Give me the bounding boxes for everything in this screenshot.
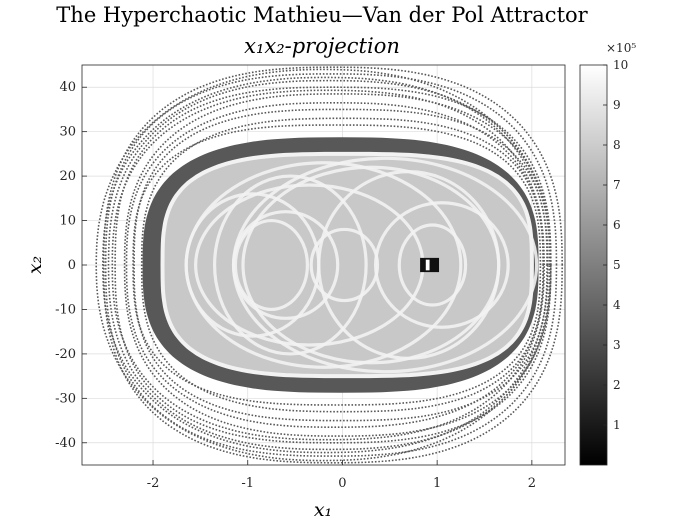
core-loop [194,183,425,347]
colorbar-tick-label: 8 [613,138,621,152]
colorbar-exponent: ×10⁵ [606,41,636,55]
colorbar-tick-label: 6 [613,218,621,232]
x-tick-label: 0 [338,476,346,491]
core-loop [212,174,368,356]
x-tick-label: -1 [241,476,254,491]
attractor-trajectory [95,66,564,464]
core-loop [241,165,501,365]
core-loop [233,218,310,312]
x-axis-label: x₁ [314,499,332,521]
colorbar-tick-label: 5 [613,258,621,272]
colorbar-tick-label: 2 [613,378,621,392]
colorbar-tick-label: 4 [613,298,621,312]
outer-orbit [125,101,545,429]
colorbar-tick-label: 9 [613,98,621,112]
y-axis-label: x₂ [24,256,46,274]
fixed-point-highlight [425,259,430,271]
outer-orbit [140,117,545,413]
core-loop [184,192,321,338]
colorbar-tick-label: 7 [613,178,621,192]
x-tick-label: 2 [528,476,536,491]
outer-orbit [123,93,552,437]
y-tick-label: 40 [59,80,76,95]
core-loop [231,156,539,374]
colorbar-tick-label: 10 [613,58,628,72]
y-tick-label: 0 [68,258,76,273]
chart-title: The Hyperchaotic Mathieu—Van der Pol Att… [56,3,588,27]
inner-core [160,151,534,379]
core-loop [309,227,380,303]
y-tick-label: -10 [55,302,76,317]
colorbar-ticks: 1 2 3 4 5 6 7 8 9 10 [603,58,628,432]
x-tick-label: 1 [433,476,441,491]
outer-orbit [104,73,558,457]
colorbar-tick-label: 3 [613,338,621,352]
x-axis-ticks: -2 -1 0 1 2 [147,460,536,491]
colorbar [579,64,608,466]
y-tick-label: 30 [59,125,76,140]
outer-orbit [102,66,564,464]
outer-orbit [101,76,549,454]
y-tick-label: 20 [59,169,76,184]
outer-orbit [132,124,542,406]
y-tick-label: -40 [55,436,76,451]
core-loop [373,201,510,329]
outer-orbit [107,79,551,451]
outer-orbit [114,86,552,444]
x-tick-label: -2 [147,476,160,491]
y-axis-ticks: -40 -30 -20 -10 0 10 20 30 40 [55,80,87,451]
outer-orbit [111,89,546,441]
outer-orbit [133,108,548,422]
y-tick-label: 10 [59,214,76,229]
chart-subtitle: x₁x₂-projection [244,34,400,58]
core-loop [397,223,468,307]
y-tick-label: -20 [55,347,76,362]
colorbar-tick-label: 1 [613,418,621,432]
y-tick-label: -30 [55,391,76,406]
